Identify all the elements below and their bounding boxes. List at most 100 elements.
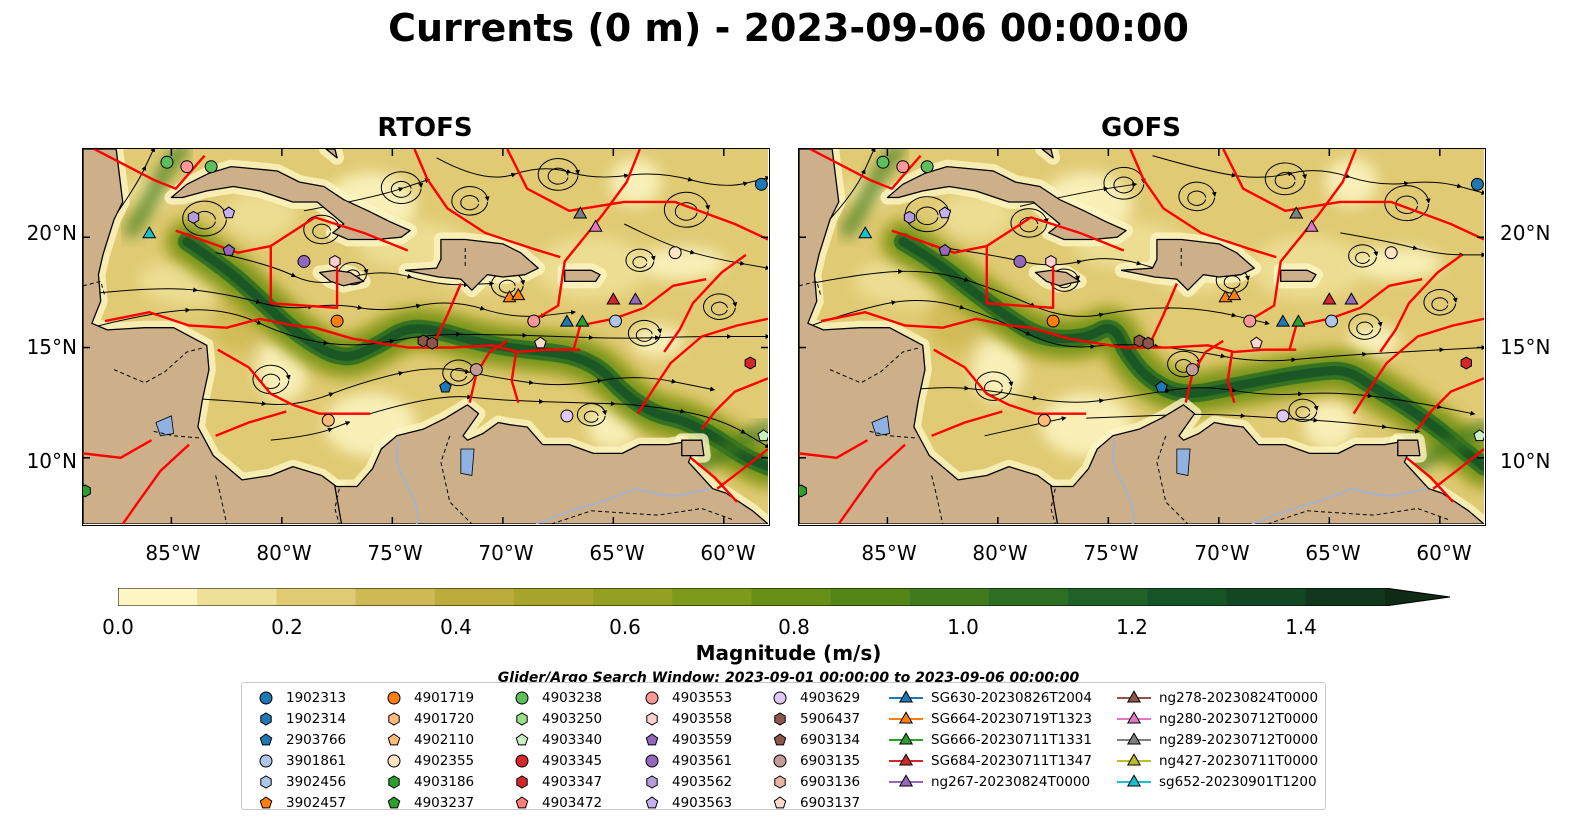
streamline-eddy — [450, 367, 468, 382]
triangle-marker-icon — [1117, 710, 1151, 723]
streamline-eddy — [632, 256, 648, 269]
legend-entry: 6903136 — [766, 771, 860, 792]
hexagon-marker-icon — [260, 774, 272, 789]
legend-marker — [646, 774, 658, 789]
observation-marker — [297, 255, 311, 268]
lon-label-gofs-70: 70°W — [1194, 541, 1250, 565]
observation-marker — [903, 210, 916, 224]
legend-column: 4903553 4903558 4903559 4903561 4903562 49035… — [638, 687, 732, 813]
legend-label: ng278-20230824T0000 — [1159, 689, 1319, 706]
eez-boundary — [837, 443, 906, 524]
streamline-eddy — [1288, 398, 1319, 422]
legend-label: ng267-20230824T0000 — [931, 773, 1091, 790]
legend-entry: ng267-20230824T0000 — [887, 771, 1092, 792]
legend-marker — [515, 795, 529, 808]
legend-entry: ng427-20230711T0000 — [1115, 750, 1318, 771]
colorbar-segment — [593, 588, 673, 606]
pentagon-marker-icon — [387, 732, 401, 745]
colorbar-tick-1: 0.2 — [271, 615, 303, 639]
hexagon-marker-icon — [774, 774, 786, 789]
streamline-eddy — [1187, 190, 1207, 206]
legend-marker — [259, 795, 273, 808]
observation-marker — [938, 243, 952, 256]
legend-label: 4903347 — [542, 773, 603, 790]
legend-label: 6903137 — [800, 794, 861, 811]
observation-marker — [609, 314, 623, 328]
legend-marker — [1126, 773, 1142, 786]
colorbar-segment — [1305, 588, 1386, 606]
river — [1251, 487, 1352, 524]
pentagon-marker-icon — [259, 732, 273, 745]
observation-marker — [1045, 254, 1057, 269]
triangle-marker-icon — [889, 731, 923, 744]
circle-marker-icon — [645, 754, 659, 767]
legend-entry: 4903558 — [638, 708, 732, 729]
colorbar-segment — [1226, 588, 1307, 606]
legend-entry: 4902355 — [380, 750, 474, 771]
river — [535, 487, 636, 524]
legend-marker — [898, 689, 914, 702]
land-mass — [83, 149, 343, 524]
colorbar-tick-5: 1.0 — [947, 615, 979, 639]
eez-boundary — [1129, 149, 1277, 259]
eez-boundary — [104, 311, 581, 354]
observation-marker — [204, 160, 218, 174]
colorbar-segment — [989, 588, 1069, 606]
eez-boundary — [431, 283, 462, 349]
land-mass — [1120, 238, 1255, 291]
observation-marker — [1289, 206, 1304, 219]
eez-boundary — [506, 149, 768, 241]
legend-label: 1902314 — [286, 710, 347, 727]
circle-marker-icon — [515, 691, 529, 704]
colorbar-segment — [355, 588, 436, 606]
legend-marker — [774, 711, 786, 726]
lake — [460, 448, 475, 476]
legend-marker — [1126, 710, 1142, 723]
legend-label: 4903250 — [542, 710, 603, 727]
legend-entry: 4902110 — [380, 729, 474, 750]
legend-entry: 4903562 — [638, 771, 732, 792]
legend-marker — [260, 774, 272, 789]
colorbar — [118, 588, 1450, 606]
eez-boundary — [572, 277, 707, 351]
triangle-marker-icon — [1117, 752, 1151, 765]
triangle-marker-icon — [1117, 773, 1151, 786]
streamlines — [799, 149, 1484, 513]
legend-marker — [259, 754, 273, 767]
legend-label: SG666-20230711T1331 — [931, 731, 1092, 748]
legend-entry: 4903629 — [766, 687, 860, 708]
lon-label-gofs-85: 85°W — [861, 541, 917, 565]
observation-marker — [329, 254, 341, 269]
lat-label-left-20: 20°N — [26, 221, 77, 245]
country-border — [829, 347, 921, 384]
streamline-eddy — [182, 200, 229, 237]
legend-marker — [387, 691, 401, 704]
observation-marker — [1133, 334, 1145, 348]
colorbar-tick-6: 1.2 — [1116, 615, 1148, 639]
streamline-eddy — [583, 410, 599, 423]
gofs-map-canvas — [799, 149, 1484, 524]
legend-entry: 4901719 — [380, 687, 474, 708]
land-mass — [886, 166, 1127, 241]
observation-marker — [160, 155, 174, 169]
legend-entry: 4901720 — [380, 708, 474, 729]
legend-entry: 6903135 — [766, 750, 860, 771]
observation-marker — [330, 314, 344, 328]
legend-label: 4903186 — [414, 773, 475, 790]
streamline-eddy — [1264, 162, 1308, 196]
country-border — [113, 347, 205, 384]
circle-marker-icon — [259, 691, 273, 704]
streamline-eddy — [1384, 185, 1431, 222]
river — [1112, 440, 1135, 524]
eez-boundary — [1288, 277, 1423, 351]
legend-marker — [387, 795, 401, 808]
legend-entry: 4903472 — [508, 792, 602, 813]
streamline-eddy — [1223, 275, 1241, 289]
colorbar-segment — [434, 588, 515, 606]
legend-marker — [774, 774, 786, 789]
streamline-eddy — [261, 373, 281, 389]
eez-boundary — [413, 149, 561, 259]
pentagon-marker-icon — [515, 795, 529, 808]
colorbar-segment — [672, 588, 753, 606]
legend-marker — [1126, 731, 1142, 744]
